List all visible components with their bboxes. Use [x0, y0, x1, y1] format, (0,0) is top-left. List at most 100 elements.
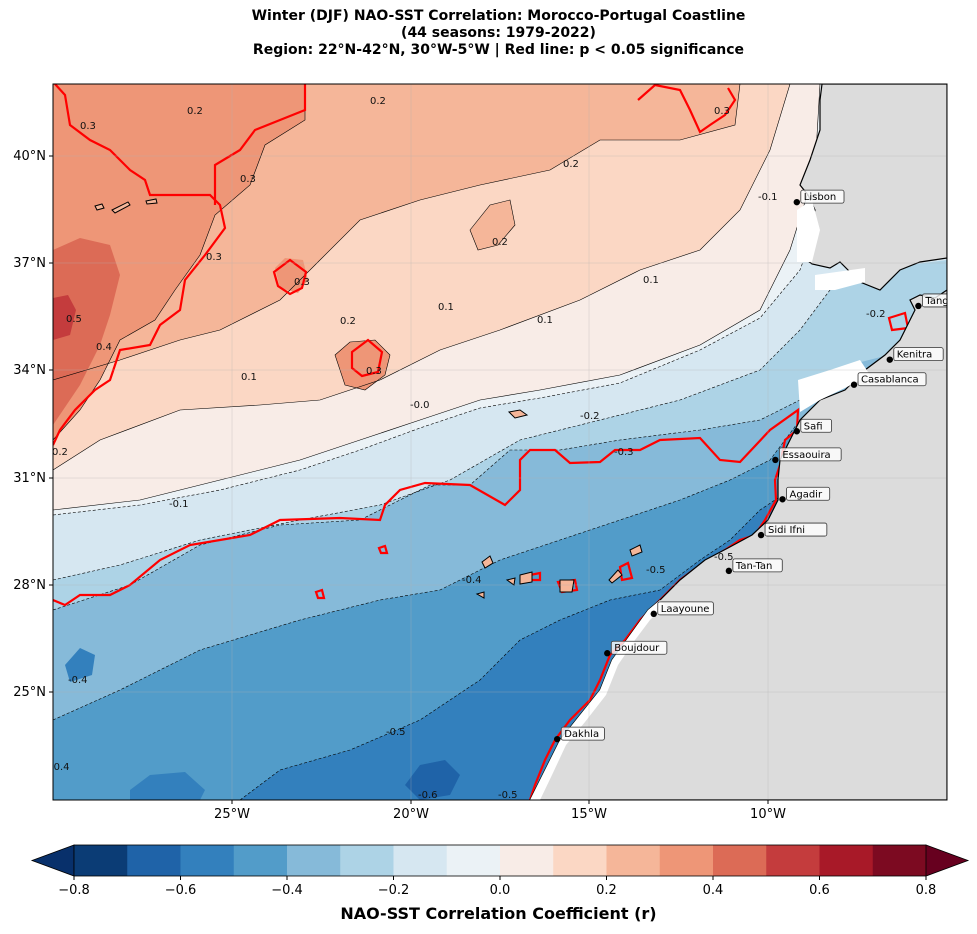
city-safi: Safi [793, 418, 833, 435]
city-dot [725, 567, 733, 575]
city-dot [793, 198, 801, 206]
lat-tick: 28°N [13, 578, 46, 593]
clabel: 0.2 [187, 106, 203, 117]
significance-blob-9 [377, 544, 389, 555]
lat-tick: 34°N [13, 363, 46, 378]
lon-tick: 15°W [571, 807, 607, 822]
clabel: -0.4 [50, 762, 70, 773]
island-azores-1 [94, 203, 105, 211]
island-canary-6 [629, 544, 643, 557]
colorbar-tick-label: 0.4 [703, 883, 724, 898]
lat-tick: 40°N [13, 149, 46, 164]
city-dot [793, 428, 801, 435]
contour-labels: 0.2 0.2 0.3 0.3 0.2 0.3 0.3 0.3 0.2 0.1 … [50, 96, 886, 801]
clabel: -0.5 [714, 552, 734, 563]
island-madeira [507, 409, 529, 419]
colorbar-segment [819, 845, 874, 876]
city-laayoune: Laayoune [650, 601, 714, 618]
city-label: Agadir [790, 489, 823, 500]
clabel: 0.3 [366, 366, 382, 377]
figure-title: Winter (DJF) NAO-SST Correlation: Morocc… [0, 8, 977, 59]
colorbar-extend-high [925, 844, 970, 877]
lon-tick: 10°W [750, 807, 786, 822]
city-tan-tan: Tan-Tan [725, 558, 783, 575]
negative-contour-lines [53, 84, 871, 800]
colorbar-label: NAO-SST Correlation Coefficient (r) [340, 904, 657, 923]
city-markers: Lisbon Tangier Kenitra Casablanca Safi Essaou… [554, 189, 962, 743]
city-label: Tangier [924, 296, 962, 307]
city-dot [886, 356, 893, 363]
clabel: 0.1 [643, 275, 659, 286]
significance-north-east [213, 84, 307, 205]
city-dot [554, 735, 561, 743]
clabel: 0.2 [52, 447, 68, 458]
clabel: 0.1 [537, 315, 553, 326]
coastal-mask-south [530, 600, 665, 800]
city-label: Tan-Tan [735, 561, 773, 572]
clabel: -0.5 [386, 727, 406, 738]
blob-minus0.5-west [65, 648, 95, 682]
island-azores-2 [111, 201, 131, 214]
city-label-box [778, 447, 842, 462]
colorbar-segment [500, 845, 554, 876]
significance-blob-1 [350, 338, 384, 378]
clabel: 0.2 [370, 96, 386, 107]
clabel: -0.6 [418, 790, 438, 801]
clabel: 0.3 [80, 121, 96, 132]
clabel: -0.5 [646, 565, 666, 576]
colorbar-segment [446, 845, 501, 876]
colorbar-segment [659, 845, 714, 876]
city-label-box [893, 347, 944, 362]
lat-tick: 37°N [13, 256, 46, 271]
clabel: 0.3 [206, 252, 222, 263]
map-frame [52, 83, 948, 801]
city-label: Essaouira [782, 450, 830, 461]
city-label: Lisbon [804, 192, 836, 203]
city-label: Safi [804, 421, 823, 432]
clabel: -0.3 [614, 447, 634, 458]
colorbar-segment [127, 845, 181, 876]
colorbar-segment [553, 845, 607, 876]
clabel: -0.4 [462, 575, 482, 586]
city-dot [772, 456, 779, 464]
colorbar-tick-label: −0.4 [271, 883, 303, 898]
lat-tick: 25°N [13, 685, 46, 700]
blob-minus0.5-southwest [130, 772, 205, 800]
city-label-box [560, 726, 605, 741]
significance-blob-3 [637, 84, 737, 134]
lon-tick: 20°W [393, 807, 429, 822]
colorbar-segment [233, 845, 288, 876]
city-dot [650, 610, 657, 618]
colorbar-segment [287, 845, 341, 876]
map-plot-area: 0.2 0.2 0.3 0.3 0.2 0.3 0.3 0.3 0.2 0.1 … [50, 84, 962, 801]
colorbar-segment [74, 845, 128, 876]
city-label-box [657, 601, 714, 616]
blob-0.3-south [335, 340, 390, 390]
city-dot [915, 302, 922, 310]
colorbar-tick-label: 0.0 [490, 883, 511, 898]
city-agadir: Agadir [779, 486, 831, 503]
colorbar-tick-label: −0.8 [58, 883, 90, 898]
clabel: 0.3 [294, 277, 310, 288]
city-lisbon: Lisbon [793, 189, 845, 206]
clabel: -0.0 [410, 400, 430, 411]
colorbar-tick-label: −0.2 [378, 883, 410, 898]
significance-blob-8 [314, 588, 326, 600]
city-essaouira: Essaouira [772, 447, 842, 464]
clabel: 0.3 [714, 106, 730, 117]
gridlines [53, 84, 947, 800]
colorbar-segment [340, 845, 394, 876]
clabel: -0.2 [580, 411, 600, 422]
island-canary-1 [481, 555, 494, 569]
colorbar-segment [180, 845, 235, 876]
significance-south [53, 407, 800, 800]
island-canary-7 [475, 591, 485, 599]
city-label-box [857, 372, 927, 387]
city-label: Casablanca [861, 375, 919, 386]
colorbar-tick-label: 0.2 [596, 883, 617, 898]
city-label-box [921, 293, 947, 308]
city-boujdour: Boujdour [604, 640, 668, 657]
island-canary-5 [608, 569, 623, 584]
clabel: -0.1 [169, 499, 189, 510]
